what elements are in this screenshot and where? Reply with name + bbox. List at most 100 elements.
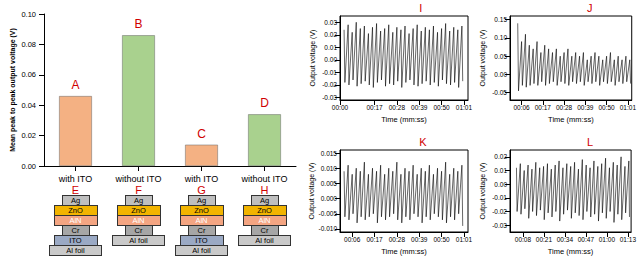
- svg-text:C: C: [197, 127, 206, 141]
- svg-text:0.015: 0.015: [321, 150, 338, 157]
- svg-text:-0.010: -0.010: [319, 225, 338, 232]
- html-text:Cr: Cr: [71, 226, 80, 235]
- html-text:ZnO: ZnO: [257, 206, 272, 215]
- html-text:Cr: Cr: [197, 226, 206, 235]
- svg-text:-0.03: -0.03: [492, 222, 507, 229]
- svg-text:0.03: 0.03: [324, 19, 337, 26]
- html-text:AlN: AlN: [258, 216, 271, 225]
- svg-text:00:21: 00:21: [536, 236, 553, 243]
- svg-text:with ITO: with ITO: [58, 174, 92, 184]
- svg-text:0.01: 0.01: [324, 44, 337, 51]
- svg-text:B: B: [134, 17, 142, 31]
- svg-text:00:28: 00:28: [556, 104, 573, 111]
- svg-text:0.00: 0.00: [494, 71, 507, 78]
- svg-text:00:28: 00:28: [389, 236, 406, 243]
- html-text:H: H: [260, 184, 269, 196]
- svg-text:Time (mm:ss): Time (mm:ss): [381, 115, 427, 124]
- html-text:ZnO: ZnO: [131, 206, 146, 215]
- html-text:ZnO: ZnO: [68, 206, 83, 215]
- svg-text:A: A: [71, 78, 79, 92]
- svg-text:00:50: 00:50: [598, 104, 615, 111]
- svg-text:00:50: 00:50: [433, 104, 450, 111]
- html-text:E: E: [71, 184, 80, 196]
- svg-text:D: D: [260, 96, 269, 110]
- svg-text:00:47: 00:47: [578, 236, 595, 243]
- svg-text:without ITO: without ITO: [115, 174, 162, 184]
- html-text:Ag: Ag: [259, 196, 270, 205]
- svg-text:0.02: 0.02: [21, 131, 36, 140]
- html-text:Al foil: Al foil: [255, 236, 274, 245]
- svg-text:Output voltage (V): Output voltage (V): [309, 30, 317, 87]
- html-text:ITO: ITO: [69, 236, 82, 245]
- svg-text:01:13: 01:13: [620, 236, 637, 243]
- html-text:Cr: Cr: [260, 226, 269, 235]
- html-text:Cr: Cr: [134, 226, 143, 235]
- svg-text:0.10: 0.10: [21, 10, 36, 19]
- svg-text:00:50: 00:50: [433, 236, 450, 243]
- svg-text:Time (mm:ss): Time (mm:ss): [548, 115, 594, 124]
- svg-text:0.05: 0.05: [494, 53, 507, 60]
- html-text:ITO: ITO: [195, 236, 208, 245]
- svg-text:00:17: 00:17: [366, 236, 383, 243]
- svg-text:00:08: 00:08: [515, 236, 532, 243]
- svg-text:00:39: 00:39: [577, 104, 594, 111]
- svg-text:0.04: 0.04: [21, 101, 36, 110]
- svg-text:-0.02: -0.02: [492, 208, 507, 215]
- svg-text:-0.02: -0.02: [322, 81, 337, 88]
- svg-text:Time (mm:ss): Time (mm:ss): [381, 247, 427, 256]
- svg-text:0.08: 0.08: [21, 40, 36, 49]
- html-text:ZnO: ZnO: [194, 206, 209, 215]
- html-text:Ag: Ag: [196, 196, 207, 205]
- svg-text:Mean peak to peak output volta: Mean peak to peak output voltage (V): [9, 28, 17, 152]
- html-text:Ag: Ag: [133, 196, 144, 205]
- svg-text:0.15: 0.15: [494, 16, 507, 23]
- svg-text:0.10: 0.10: [494, 34, 507, 41]
- html-text:AlN: AlN: [195, 216, 208, 225]
- svg-text:01:01: 01:01: [456, 104, 473, 111]
- svg-text:-0.01: -0.01: [322, 69, 337, 76]
- svg-text:00:39: 00:39: [411, 236, 428, 243]
- svg-text:00:17: 00:17: [535, 104, 552, 111]
- svg-text:0.005: 0.005: [321, 180, 338, 187]
- svg-text:Time (mm:ss): Time (mm:ss): [548, 247, 594, 256]
- svg-text:00:34: 00:34: [557, 236, 574, 243]
- svg-text:00:00: 00:00: [332, 104, 349, 111]
- svg-text:I: I: [419, 2, 422, 14]
- html-text:G: G: [197, 184, 206, 196]
- html-text:Ag: Ag: [70, 196, 81, 205]
- svg-text:0.02: 0.02: [324, 31, 337, 38]
- html-text:AlN: AlN: [132, 216, 145, 225]
- svg-text:00:39: 00:39: [411, 104, 428, 111]
- svg-text:00:17: 00:17: [366, 104, 383, 111]
- svg-text:01:01: 01:01: [620, 104, 637, 111]
- html-text:Al foil: Al foil: [129, 236, 148, 245]
- svg-text:K: K: [419, 136, 427, 148]
- svg-text:-0.005: -0.005: [319, 210, 338, 217]
- svg-text:0.00: 0.00: [494, 181, 507, 188]
- svg-text:0.01: 0.01: [494, 167, 507, 174]
- html-text:Al foil: Al foil: [66, 246, 85, 255]
- svg-text:0.00: 0.00: [324, 56, 337, 63]
- svg-text:0.02: 0.02: [494, 153, 507, 160]
- svg-text:0.06: 0.06: [21, 70, 36, 79]
- svg-text:Output voltage (V): Output voltage (V): [479, 30, 487, 87]
- svg-text:0.000: 0.000: [321, 195, 338, 202]
- svg-text:01:00: 01:00: [599, 236, 616, 243]
- svg-text:-0.03: -0.03: [322, 94, 337, 101]
- svg-text:-0.05: -0.05: [492, 89, 507, 96]
- html-text:Al foil: Al foil: [192, 246, 211, 255]
- svg-text:L: L: [587, 136, 593, 148]
- html-text:AlN: AlN: [69, 216, 82, 225]
- svg-text:00:06: 00:06: [513, 104, 530, 111]
- svg-text:J: J: [587, 2, 593, 14]
- svg-text:01:01: 01:01: [456, 236, 473, 243]
- svg-text:Output voltage (V): Output voltage (V): [479, 163, 487, 220]
- svg-text:00:06: 00:06: [344, 236, 361, 243]
- svg-text:-0.01: -0.01: [492, 194, 507, 201]
- svg-text:with ITO: with ITO: [184, 174, 218, 184]
- svg-text:0.010: 0.010: [321, 165, 338, 172]
- svg-text:00:28: 00:28: [389, 104, 406, 111]
- svg-text:0.00: 0.00: [21, 162, 36, 171]
- svg-text:without ITO: without ITO: [241, 174, 288, 184]
- svg-text:Output voltage (V): Output voltage (V): [308, 163, 316, 220]
